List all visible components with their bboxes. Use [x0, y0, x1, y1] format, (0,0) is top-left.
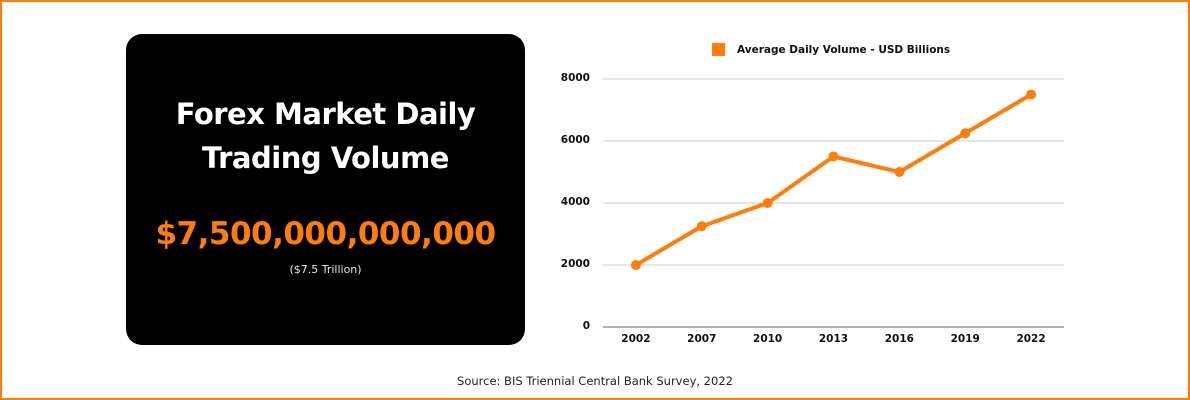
- series-line: [634, 92, 1033, 267]
- daily-volume-value: $7,500,000,000,000: [155, 216, 496, 252]
- chart-plot-area: [603, 78, 1064, 328]
- daily-volume-subtext: ($7.5 Trillion): [289, 263, 362, 276]
- x-tick-label: 2016: [884, 333, 914, 345]
- y-tick-label: 2000: [560, 258, 590, 270]
- summary-card: Forex Market Daily Trading Volume $7,500…: [126, 34, 525, 345]
- data-point: [828, 151, 839, 162]
- legend-swatch-icon: [712, 43, 725, 56]
- y-tick-label: 8000: [560, 72, 590, 84]
- data-point: [1026, 89, 1037, 100]
- y-tick-label: 0: [582, 320, 590, 332]
- x-tick-label: 2013: [818, 333, 849, 345]
- x-tick-label: 2019: [950, 333, 980, 345]
- y-tick-label: 6000: [560, 134, 590, 146]
- x-tick-label: 2010: [753, 333, 783, 345]
- data-point: [960, 128, 971, 139]
- source-caption: Source: BIS Triennial Central Bank Surve…: [457, 374, 733, 388]
- x-tick-label: 2022: [1016, 333, 1046, 345]
- data-point: [630, 260, 641, 270]
- line-chart: Average Daily Volume - USD Billions 0 200…: [540, 30, 1080, 360]
- x-tick-label: 2002: [621, 333, 651, 345]
- y-tick-label: 4000: [560, 196, 590, 208]
- legend-label: Average Daily Volume - USD Billions: [737, 43, 951, 56]
- card-title-line1: Forex Market Daily: [175, 97, 476, 131]
- card-title-line2: Trading Volume: [202, 141, 449, 175]
- card-title: Forex Market Daily Trading Volume: [126, 92, 525, 180]
- data-point: [696, 221, 707, 232]
- x-tick-label: 2007: [687, 333, 717, 345]
- data-point: [894, 167, 905, 177]
- chart-legend: Average Daily Volume - USD Billions: [712, 43, 950, 56]
- data-point: [762, 198, 773, 208]
